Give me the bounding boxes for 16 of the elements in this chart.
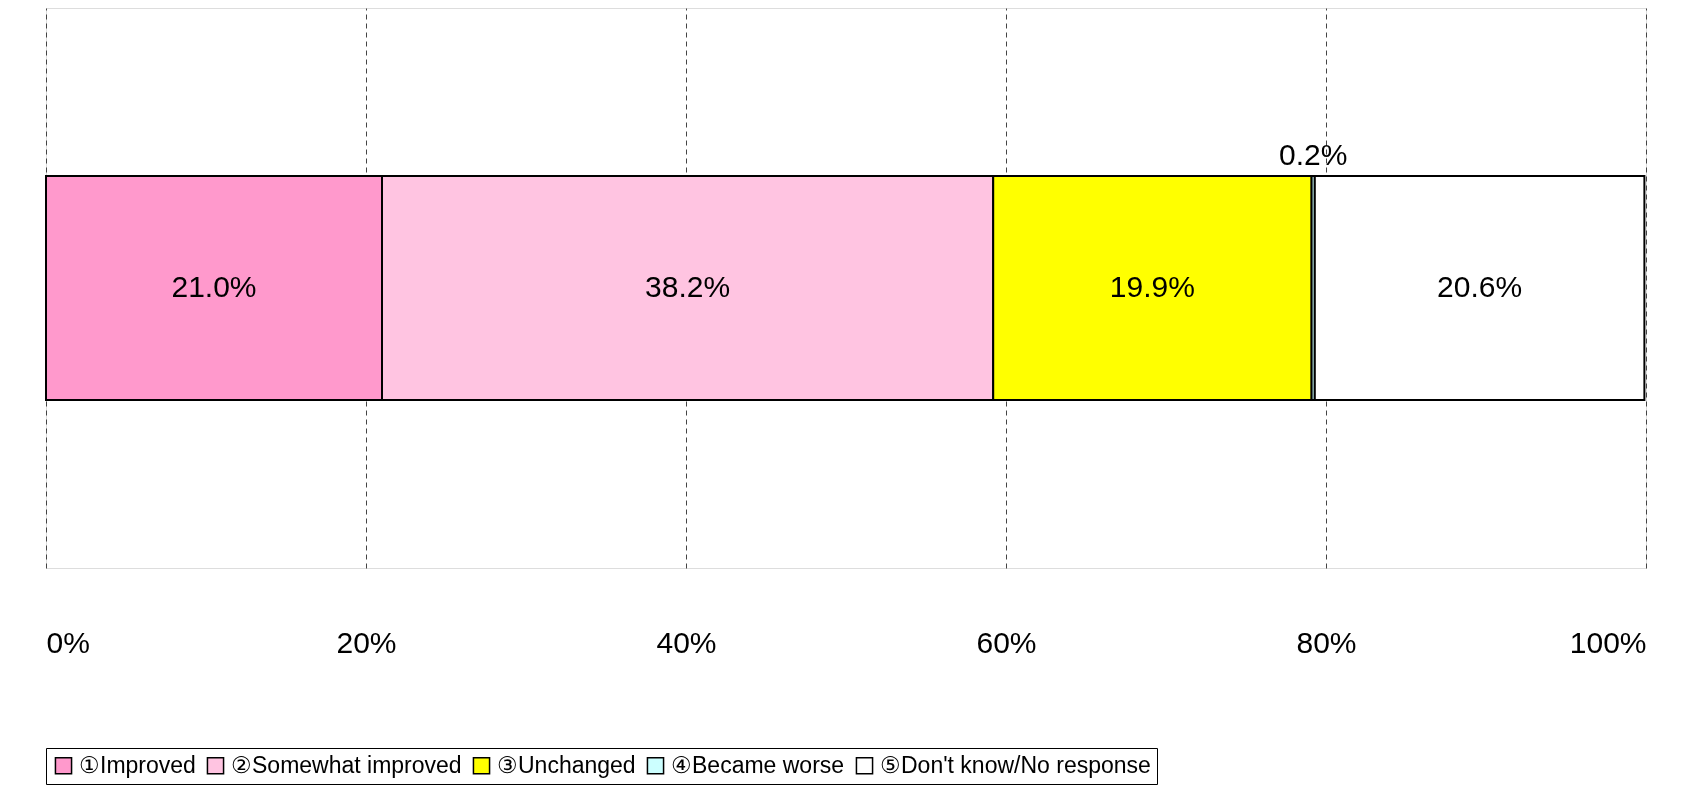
legend-label: ④Became worse: [671, 751, 845, 778]
data-label: 0.2%: [1279, 138, 1348, 171]
legend-label: ⑤Don't know/No response: [880, 751, 1151, 778]
legend-label: ②Somewhat improved: [231, 751, 462, 778]
data-label: 19.9%: [1109, 270, 1195, 303]
data-label: 38.2%: [645, 270, 731, 303]
x-tick-label: 0%: [46, 625, 90, 659]
data-label: 20.6%: [1437, 270, 1523, 303]
x-tick-label: 100%: [1569, 625, 1647, 659]
x-tick-label: 60%: [976, 625, 1037, 659]
legend-label: ③Unchanged: [497, 751, 636, 778]
data-label: 21.0%: [171, 270, 257, 303]
x-tick-label: 40%: [656, 625, 717, 659]
x-tick-label: 80%: [1296, 625, 1357, 659]
legend-label: ①Improved: [79, 751, 196, 778]
x-tick-label: 20%: [336, 625, 397, 659]
